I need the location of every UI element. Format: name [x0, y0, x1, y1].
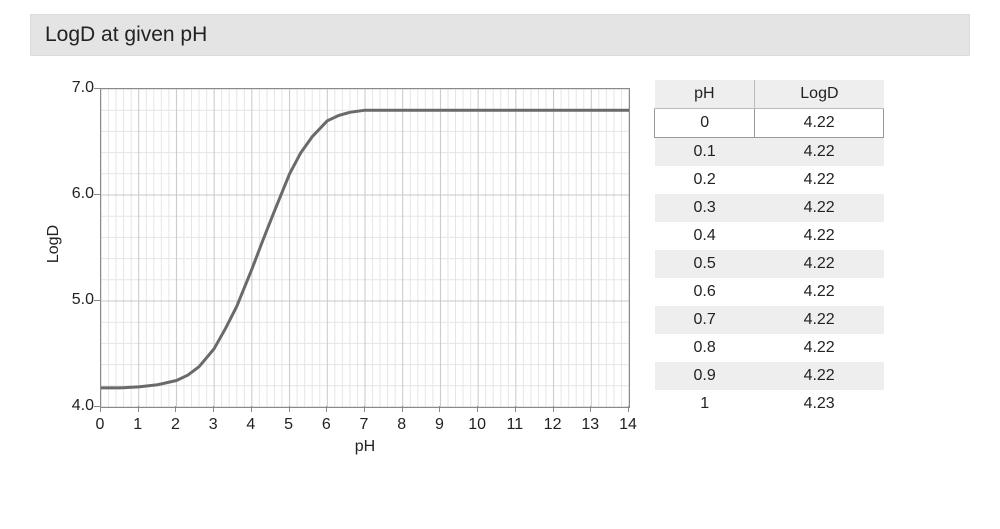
- x-tick-label: 14: [619, 416, 637, 434]
- cell-ph: 0.8: [655, 334, 755, 362]
- x-tick-label: 10: [468, 416, 486, 434]
- table-row[interactable]: 0.14.22: [655, 138, 884, 167]
- x-tick-label: 8: [397, 416, 406, 434]
- table-header-row: pH LogD: [655, 80, 884, 109]
- x-tick-label: 5: [284, 416, 293, 434]
- cell-ph: 0.5: [655, 250, 755, 278]
- cell-ph: 0.4: [655, 222, 755, 250]
- cell-logd: 4.22: [755, 334, 884, 362]
- logd-table: pH LogD 04.220.14.220.24.220.34.220.44.2…: [654, 80, 884, 418]
- cell-logd: 4.22: [755, 306, 884, 334]
- x-axis-title-text: pH: [355, 438, 375, 455]
- y-tick-label: 7.0: [50, 79, 94, 97]
- title-text: LogD at given pH: [45, 23, 207, 46]
- cell-logd: 4.22: [755, 250, 884, 278]
- table-row[interactable]: 0.84.22: [655, 334, 884, 362]
- col-header-ph: pH: [655, 80, 755, 109]
- cell-logd: 4.22: [755, 109, 884, 138]
- content-region: LogD pH 4.05.06.07.001234567891011121314…: [0, 56, 1000, 456]
- cell-ph: 0.7: [655, 306, 755, 334]
- table-row[interactable]: 0.44.22: [655, 222, 884, 250]
- y-axis-title-text: LogD: [45, 225, 63, 263]
- cell-ph: 1: [655, 390, 755, 418]
- table-row[interactable]: 0.94.22: [655, 362, 884, 390]
- table-row[interactable]: 0.64.22: [655, 278, 884, 306]
- cell-logd: 4.22: [755, 138, 884, 167]
- cell-logd: 4.23: [755, 390, 884, 418]
- x-tick-label: 2: [171, 416, 180, 434]
- x-tick-label: 6: [322, 416, 331, 434]
- cell-logd: 4.22: [755, 278, 884, 306]
- logd-chart: LogD pH 4.05.06.07.001234567891011121314: [48, 80, 630, 456]
- cell-logd: 4.22: [755, 362, 884, 390]
- cell-ph: 0.2: [655, 166, 755, 194]
- y-tick-label: 4.0: [50, 397, 94, 415]
- cell-logd: 4.22: [755, 222, 884, 250]
- x-tick-label: 4: [246, 416, 255, 434]
- x-tick-label: 1: [133, 416, 142, 434]
- x-tick-label: 11: [507, 416, 524, 434]
- y-tick-label: 5.0: [50, 291, 94, 309]
- cell-logd: 4.22: [755, 166, 884, 194]
- table-row[interactable]: 04.22: [655, 109, 884, 138]
- x-tick-label: 12: [544, 416, 562, 434]
- x-tick-label: 0: [96, 416, 105, 434]
- y-axis-title: LogD: [44, 80, 64, 408]
- cell-ph: 0.6: [655, 278, 755, 306]
- table-row[interactable]: 14.23: [655, 390, 884, 418]
- table-row[interactable]: 0.24.22: [655, 166, 884, 194]
- x-tick-label: 7: [360, 416, 369, 434]
- y-tick-label: 6.0: [50, 185, 94, 203]
- cell-ph: 0.9: [655, 362, 755, 390]
- x-tick-label: 9: [435, 416, 444, 434]
- plot-area: [100, 88, 630, 408]
- table-row[interactable]: 0.34.22: [655, 194, 884, 222]
- x-tick-label: 13: [581, 416, 599, 434]
- cell-ph: 0.1: [655, 138, 755, 167]
- col-header-logd: LogD: [755, 80, 884, 109]
- table-row[interactable]: 0.54.22: [655, 250, 884, 278]
- page-title: LogD at given pH: [30, 14, 970, 56]
- cell-ph: 0: [655, 109, 755, 138]
- x-tick-label: 3: [209, 416, 218, 434]
- table-row[interactable]: 0.74.22: [655, 306, 884, 334]
- cell-ph: 0.3: [655, 194, 755, 222]
- x-axis-title: pH: [100, 438, 630, 456]
- cell-logd: 4.22: [755, 194, 884, 222]
